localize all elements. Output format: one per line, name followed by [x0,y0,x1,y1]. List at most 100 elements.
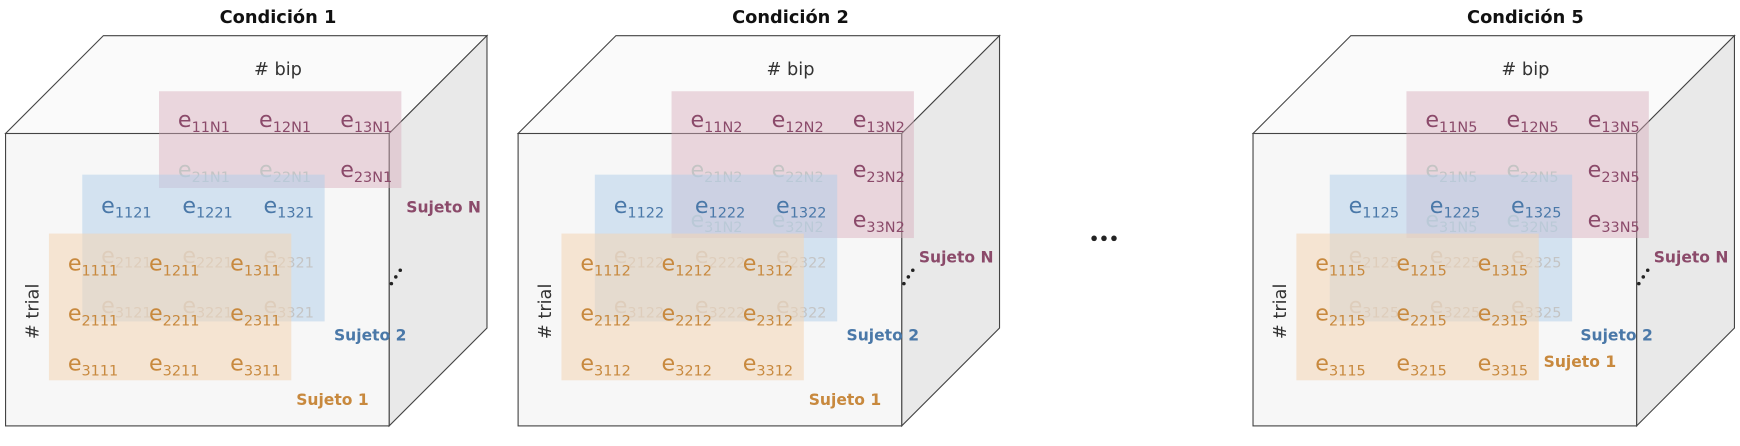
element: e33N5 [1588,207,1640,236]
element-base: e [101,192,115,218]
element-index: 3111 [81,363,118,379]
element-base: e [340,157,354,183]
element-base: e [743,250,757,276]
cube: Condición 1# bip# triale11N1e12N1e13N1e2… [4,7,489,428]
element-base: e [1315,300,1329,326]
element-base: e [182,192,196,218]
depth-dot [902,281,906,286]
element: e1215 [1396,250,1446,279]
element: e33N2 [853,207,905,236]
element-base: e [580,250,594,276]
element-index: 12N1 [273,120,311,136]
depth-dot [911,268,915,273]
element-index: 2115 [1329,313,1366,329]
element-base: e [68,350,82,376]
depth-dot [394,275,398,279]
element-index: 1225 [1443,206,1480,222]
element: e3215 [1396,350,1446,379]
element-base: e [580,350,594,376]
subject-box [48,233,292,381]
element: e1312 [743,250,793,279]
element-index: 1311 [244,263,281,279]
element: e2315 [1478,300,1528,329]
element-index: 23N1 [354,170,392,186]
element-index: 11N2 [704,120,742,136]
element-base: e [853,107,867,133]
element: e1211 [149,250,199,279]
element: e2111 [68,300,118,329]
element-base: e [264,192,278,218]
element-index: 1211 [163,263,200,279]
subject-label: Sujeto N [919,249,994,267]
depth-dot [398,268,403,273]
element: e12N5 [1507,107,1559,136]
element-index: 3115 [1329,363,1366,379]
element: e23N5 [1588,157,1640,186]
element-index: 2215 [1410,313,1447,329]
element-base: e [178,107,192,133]
cube: Condición 5# bip# triale11N5e12N5e13N5e2… [1251,7,1736,428]
element: e1121 [101,192,151,221]
element-index: 13N1 [354,120,392,136]
element-base: e [1478,350,1492,376]
element: e2212 [662,300,712,329]
depth-dot [389,281,394,286]
element-base: e [1315,350,1329,376]
element: e3312 [743,350,793,379]
element-index: 3315 [1491,363,1528,379]
element-index: 12N5 [1520,120,1558,136]
element: e2312 [743,300,793,329]
subject-label: Sujeto 2 [334,326,406,344]
element-base: e [1425,107,1439,133]
element-base: e [1511,192,1525,218]
element-base: e [1588,157,1602,183]
element: e12N1 [259,107,311,136]
cube-title: Condición 1 [220,7,337,28]
element: e1321 [264,192,314,221]
element-base: e [1588,207,1602,233]
element-base: e [1349,192,1363,218]
element: e1125 [1349,192,1399,221]
element-base: e [68,300,82,326]
subject-label: Sujeto 1 [809,391,881,409]
element: e12N2 [772,107,824,136]
element-index: 1221 [196,206,233,222]
element-base: e [68,250,82,276]
element: e11N5 [1425,107,1477,136]
depth-dot [1641,275,1646,279]
subject-label: Sujeto 2 [847,326,919,344]
element: e1122 [614,192,664,221]
element-index: 23N5 [1601,170,1639,186]
element-index: 3215 [1410,363,1447,379]
element: e3211 [149,350,199,379]
element-base: e [743,300,757,326]
element: e11N2 [690,107,742,136]
element-base: e [580,300,594,326]
depth-dot [906,275,911,279]
element-index: 3112 [594,363,631,379]
element-base: e [149,350,163,376]
subject-box [561,233,804,381]
bip-label: # bip [766,59,814,80]
element: e1115 [1315,250,1365,279]
element: e3112 [580,350,630,379]
element-base: e [690,107,704,133]
element-index: 33N5 [1601,220,1639,236]
element-index: 1115 [1329,263,1366,279]
element: e3111 [68,350,118,379]
element: e1322 [776,192,826,221]
element-index: 3212 [675,363,712,379]
element-base: e [1478,250,1492,276]
bip-label: # bip [254,59,302,80]
cube: Condición 2# bip# triale11N2e12N2e13N2e2… [516,7,1001,428]
element-index: 1112 [594,263,631,279]
element: e13N2 [853,107,905,136]
element-base: e [743,350,757,376]
element: e2311 [230,300,280,329]
subject-label: Sujeto 1 [296,391,368,409]
subject-label: Sujeto N [406,198,481,216]
element: e1212 [662,250,712,279]
element-base: e [149,250,163,276]
element: e13N1 [340,107,392,136]
